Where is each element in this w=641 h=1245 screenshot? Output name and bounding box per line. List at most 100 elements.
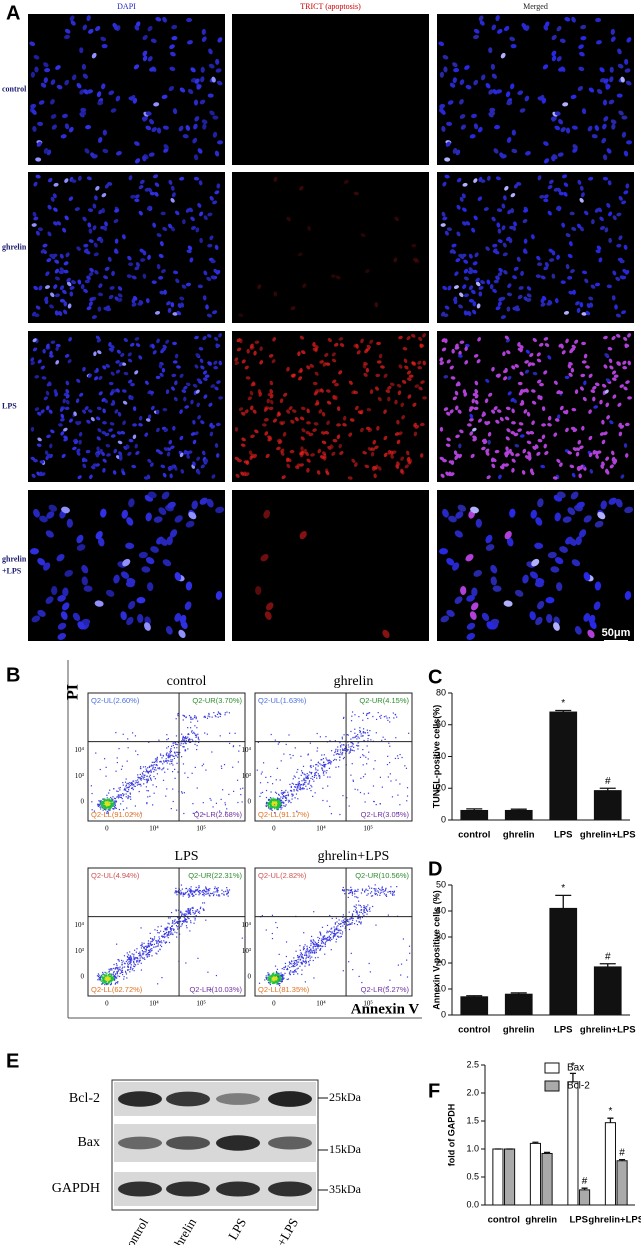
- event-dot: [118, 797, 119, 798]
- event-dot: [324, 764, 325, 765]
- event-dot: [102, 978, 103, 979]
- event-dot: [126, 807, 127, 808]
- event-dot: [325, 938, 326, 939]
- event-dot: [173, 929, 174, 930]
- event-dot: [150, 933, 151, 934]
- event-dot: [373, 801, 374, 802]
- event-dot: [384, 739, 385, 740]
- event-dot: [123, 794, 124, 795]
- event-dot: [261, 773, 262, 774]
- event-dot: [160, 931, 161, 932]
- quadrant-label: Q2-LL(91.17%): [258, 810, 310, 819]
- event-dot: [363, 755, 364, 756]
- event-dot: [151, 948, 152, 949]
- event-dot: [146, 768, 147, 769]
- event-dot: [288, 734, 289, 735]
- event-dot: [124, 955, 125, 956]
- event-dot: [305, 958, 306, 959]
- event-dot: [219, 895, 220, 896]
- event-dot: [225, 712, 226, 713]
- event-dot: [353, 747, 354, 748]
- event-dot: [132, 788, 133, 789]
- event-dot: [192, 718, 193, 719]
- event-dot: [277, 969, 278, 970]
- event-dot: [327, 800, 328, 801]
- event-dot: [128, 787, 129, 788]
- event-dot: [140, 766, 141, 767]
- event-dot: [266, 790, 267, 791]
- event-dot: [269, 803, 270, 804]
- event-dot: [367, 745, 368, 746]
- event-dot: [271, 734, 272, 735]
- event-dot: [389, 721, 390, 722]
- event-dot: [387, 892, 388, 893]
- event-dot: [343, 744, 344, 745]
- event-dot: [110, 808, 111, 809]
- panel-label: E: [6, 1050, 19, 1072]
- event-dot: [203, 895, 204, 896]
- event-dot: [190, 717, 191, 718]
- event-dot: [123, 978, 124, 979]
- event-dot: [161, 977, 162, 978]
- event-dot: [112, 799, 113, 800]
- event-dot: [183, 920, 184, 921]
- event-dot: [99, 975, 100, 976]
- event-dot: [342, 795, 343, 796]
- event-dot: [113, 974, 114, 975]
- event-dot: [154, 793, 155, 794]
- event-dot: [352, 745, 353, 746]
- event-dot: [213, 712, 214, 713]
- event-dot: [126, 793, 127, 794]
- event-dot: [321, 764, 322, 765]
- event-dot: [104, 805, 105, 806]
- event-dot: [123, 785, 124, 786]
- event-dot: [304, 779, 305, 780]
- event-dot: [120, 966, 121, 967]
- event-dot: [322, 788, 323, 789]
- event-dot: [153, 776, 154, 777]
- event-dot: [296, 790, 297, 791]
- event-dot: [299, 781, 300, 782]
- event-dot: [195, 894, 196, 895]
- event-dot: [340, 746, 341, 747]
- event-dot: [311, 773, 312, 774]
- event-dot: [291, 787, 292, 788]
- event-dot: [324, 766, 325, 767]
- event-dot: [296, 772, 297, 773]
- event-dot: [176, 892, 177, 893]
- event-dot: [207, 718, 208, 719]
- event-dot: [192, 896, 193, 897]
- event-dot: [367, 732, 368, 733]
- event-dot: [373, 785, 374, 786]
- event-dot: [158, 768, 159, 769]
- event-dot: [325, 942, 326, 943]
- event-dot: [142, 957, 143, 958]
- event-dot: [270, 797, 271, 798]
- event-dot: [268, 807, 269, 808]
- event-dot: [136, 961, 137, 962]
- event-dot: [337, 751, 338, 752]
- event-dot: [176, 735, 177, 736]
- event-dot: [189, 930, 190, 931]
- event-dot: [267, 803, 268, 804]
- event-dot: [215, 716, 216, 717]
- event-dot: [201, 891, 202, 892]
- event-dot: [119, 976, 120, 977]
- event-dot: [369, 907, 370, 908]
- event-dot: [106, 800, 107, 801]
- micrograph: [28, 331, 225, 482]
- event-dot: [155, 758, 156, 759]
- event-dot: [208, 893, 209, 894]
- event-dot: [175, 888, 176, 889]
- x-tick-label: 10⁵: [196, 825, 206, 833]
- event-dot: [202, 894, 203, 895]
- event-dot: [166, 755, 167, 756]
- event-dot: [304, 944, 305, 945]
- event-dot: [286, 941, 287, 942]
- event-dot: [270, 803, 271, 804]
- event-dot: [113, 968, 114, 969]
- event-dot: [291, 794, 292, 795]
- event-dot: [171, 930, 172, 931]
- event-dot: [233, 791, 234, 792]
- event-dot: [325, 757, 326, 758]
